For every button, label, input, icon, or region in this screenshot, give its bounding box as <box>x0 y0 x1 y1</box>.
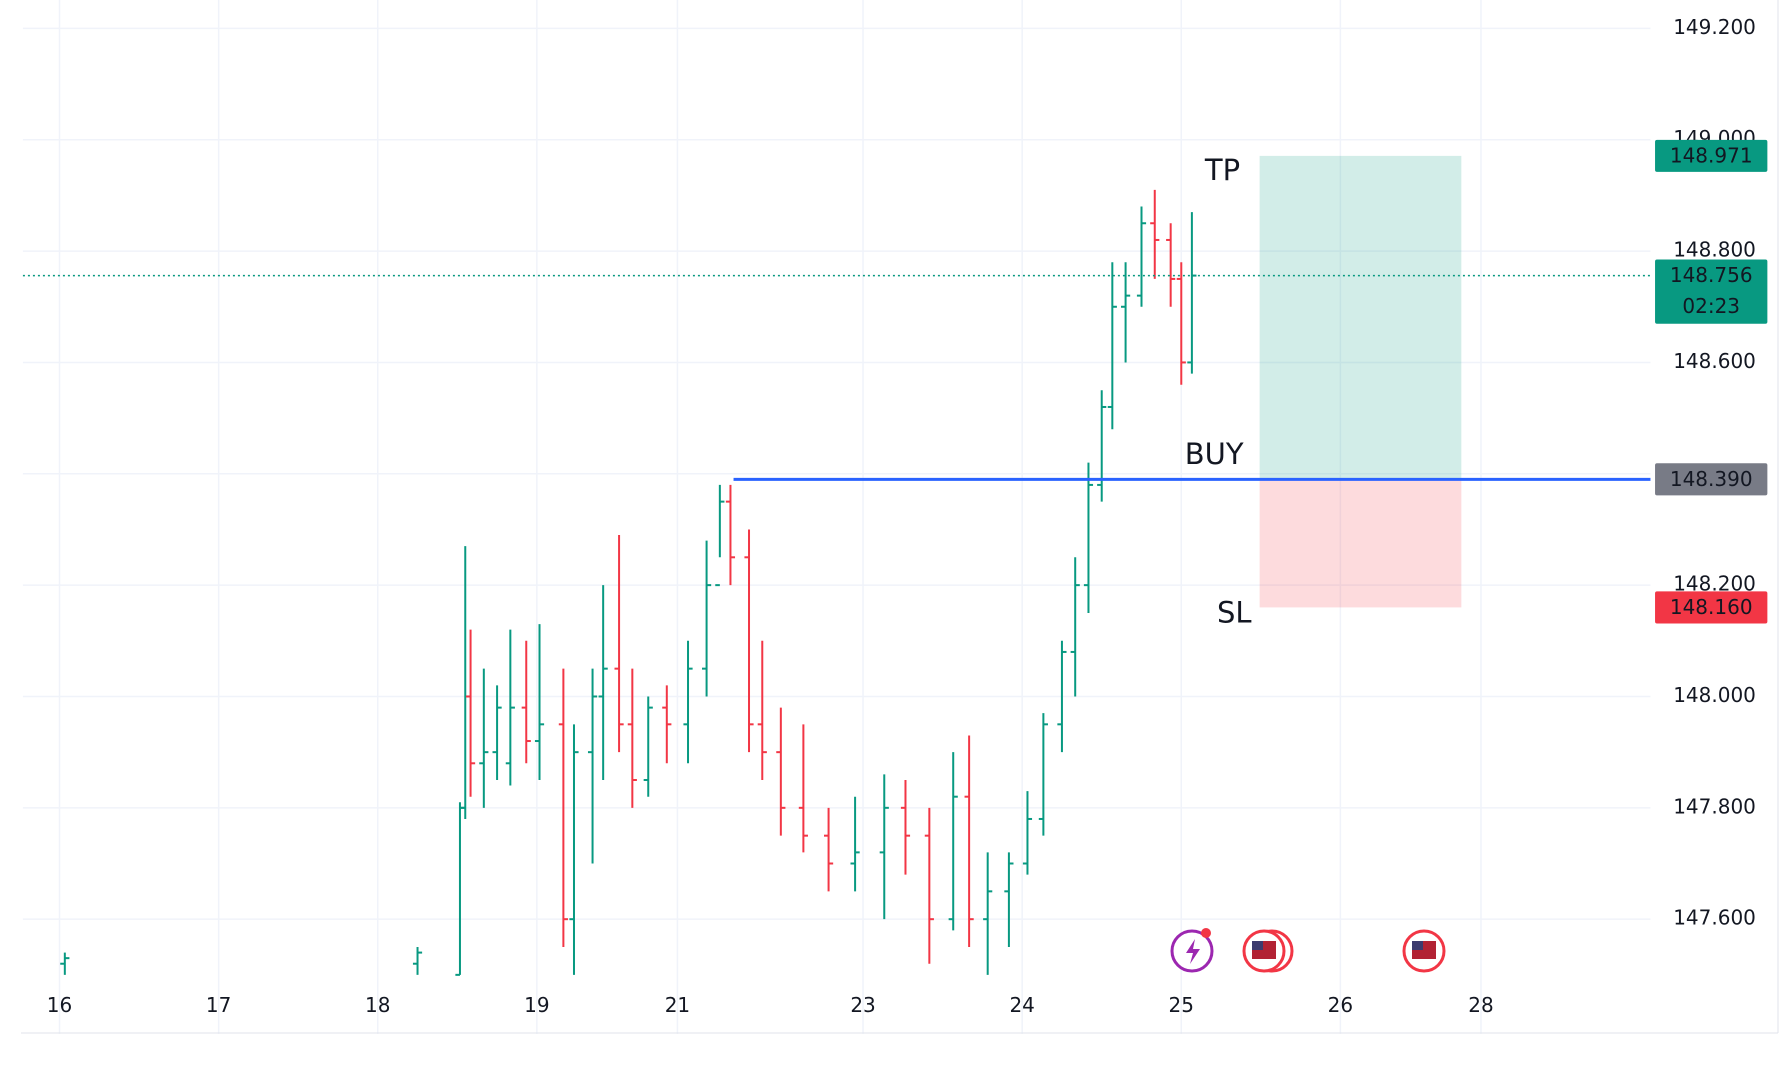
y-tick-label: 148.000 <box>1673 683 1756 707</box>
event-dot <box>1201 928 1211 938</box>
x-tick-label: 28 <box>1468 993 1493 1017</box>
event-icon-bolt <box>1186 939 1200 964</box>
x-tick-label: 23 <box>850 993 875 1017</box>
position-label: SL <box>1217 595 1252 629</box>
price-tag <box>1655 463 1768 496</box>
price-tag-label: 148.971 <box>1670 143 1753 167</box>
x-tick-label: 16 <box>47 993 72 1017</box>
grid: 147.600147.800148.000148.200148.400148.6… <box>22 0 1756 1034</box>
price-tag <box>1655 139 1768 172</box>
flag <box>1252 941 1263 950</box>
x-tick-label: 26 <box>1328 993 1353 1017</box>
event-icons <box>1170 928 1446 973</box>
x-tick-label: 21 <box>665 993 690 1017</box>
take-profit-zone <box>1259 155 1462 480</box>
y-tick-label: 148.600 <box>1673 349 1756 373</box>
x-tick-label: 18 <box>365 993 390 1017</box>
x-tick-label: 19 <box>524 993 549 1017</box>
y-tick-label: 149.200 <box>1673 15 1756 39</box>
last-price-tag <box>1655 259 1768 324</box>
y-tick-label: 148.800 <box>1673 238 1756 262</box>
position-zones <box>1259 155 1462 608</box>
flag <box>1412 941 1423 950</box>
y-tick-label: 147.800 <box>1673 794 1756 818</box>
x-tick-label: 17 <box>206 993 231 1017</box>
price-tag-label: 148.390 <box>1670 467 1753 491</box>
x-tick-label: 24 <box>1009 993 1034 1017</box>
position-label: BUY <box>1185 437 1244 471</box>
bars <box>60 189 1197 976</box>
stop-loss-zone <box>1259 479 1462 608</box>
overlay: TP BUY SL 148.971 148.390 148.160 148.756 02:23 <box>22 139 1768 629</box>
x-tick-label: 25 <box>1169 993 1194 1017</box>
position-label: TP <box>1204 153 1240 187</box>
price-tag <box>1655 591 1768 624</box>
countdown-label: 02:23 <box>1682 294 1740 318</box>
last-price-label: 148.756 <box>1670 263 1753 287</box>
y-tick-label: 147.600 <box>1673 906 1756 930</box>
price-tag-label: 148.160 <box>1670 595 1753 619</box>
